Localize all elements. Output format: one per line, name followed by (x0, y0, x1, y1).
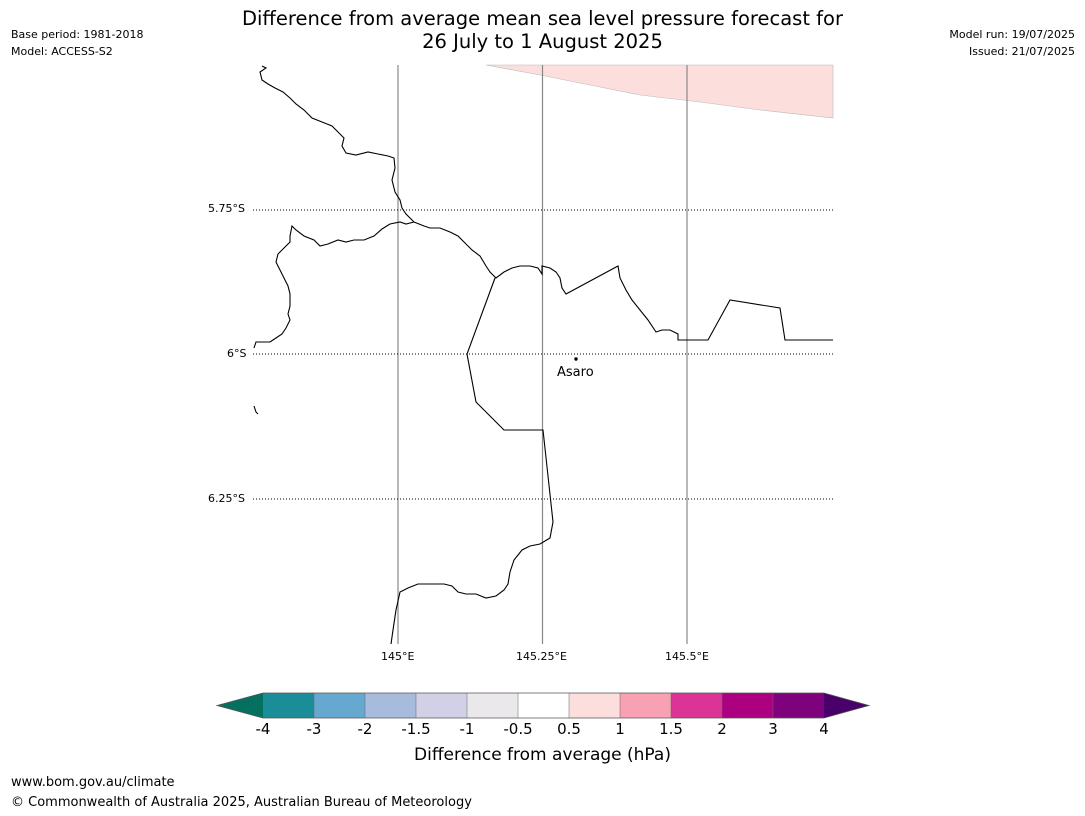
map-title: Difference from average mean sea level p… (0, 7, 1085, 53)
colorbar-outline (215, 692, 871, 719)
colorbar-tick-label: 1.5 (659, 720, 683, 738)
colorbar-bin (467, 693, 518, 718)
footer-copyright: © Commonwealth of Australia 2025, Austra… (11, 795, 472, 810)
colorbar-extend-high (824, 693, 869, 718)
colorbar (215, 692, 871, 719)
colorbar-bin (722, 693, 773, 718)
colorbar-tick-label: 1 (615, 720, 625, 738)
boundary-south (390, 277, 554, 645)
asaro-marker (574, 357, 578, 361)
lat-label-5.75: 5.75°S (208, 202, 245, 215)
footer-url: www.bom.gov.au/climate (11, 775, 175, 790)
colorbar-bin (314, 693, 365, 718)
title-line-1: Difference from average mean sea level p… (242, 7, 843, 30)
colorbar-tick-label: -2 (357, 720, 373, 738)
lon-label-145: 145°E (381, 650, 415, 663)
model-run-text: Model run: 19/07/2025 (949, 28, 1075, 41)
issued-text: Issued: 21/07/2025 (968, 45, 1075, 58)
model-text: Model: ACCESS-S2 (11, 45, 113, 58)
colorbar-tick-label: 4 (819, 720, 829, 738)
colorbar-tick-label: 3 (768, 720, 778, 738)
colorbar-bin (671, 693, 722, 718)
colorbar-title: Difference from average (hPa) (414, 745, 671, 765)
anomaly-region-0.5-to-1 (485, 64, 834, 119)
colorbar-bin (365, 693, 416, 718)
metadata-left: Base period: 1981-2018 Model: ACCESS-S2 (11, 26, 143, 60)
lat-label-6: 6°S (227, 347, 247, 360)
boundary-fragment (253, 405, 259, 415)
colorbar-bin (263, 693, 314, 718)
colorbar-tick-label: 2 (717, 720, 727, 738)
base-period-text: Base period: 1981-2018 (11, 28, 144, 41)
title-line-2: 26 July to 1 August 2025 (422, 30, 663, 53)
colorbar-bin (620, 693, 671, 718)
colorbar-tick-label: -3 (306, 720, 322, 738)
colorbar-bin (518, 693, 569, 718)
lon-label-145.5: 145.5°E (665, 650, 709, 663)
lon-label-145.25: 145.25°E (516, 650, 567, 663)
colorbar-bin (416, 693, 467, 718)
place-label-asaro: Asaro (557, 365, 594, 380)
metadata-right: Model run: 19/07/2025 Issued: 21/07/2025 (949, 26, 1075, 60)
boundary-east (413, 221, 833, 341)
boundary-central (253, 221, 415, 349)
colorbar-bin (773, 693, 824, 718)
colorbar-extend-low (217, 693, 263, 718)
colorbar-tick-label: -4 (255, 720, 271, 738)
colorbar-tick-label: -1.5 (401, 720, 431, 738)
colorbar-tick-label: -0.5 (503, 720, 533, 738)
colorbar-tick-label: 0.5 (557, 720, 581, 738)
lat-label-6.25: 6.25°S (208, 492, 245, 505)
colorbar-tick-label: -1 (459, 720, 475, 738)
boundary-north-west (259, 65, 415, 223)
colorbar-bin (569, 693, 620, 718)
